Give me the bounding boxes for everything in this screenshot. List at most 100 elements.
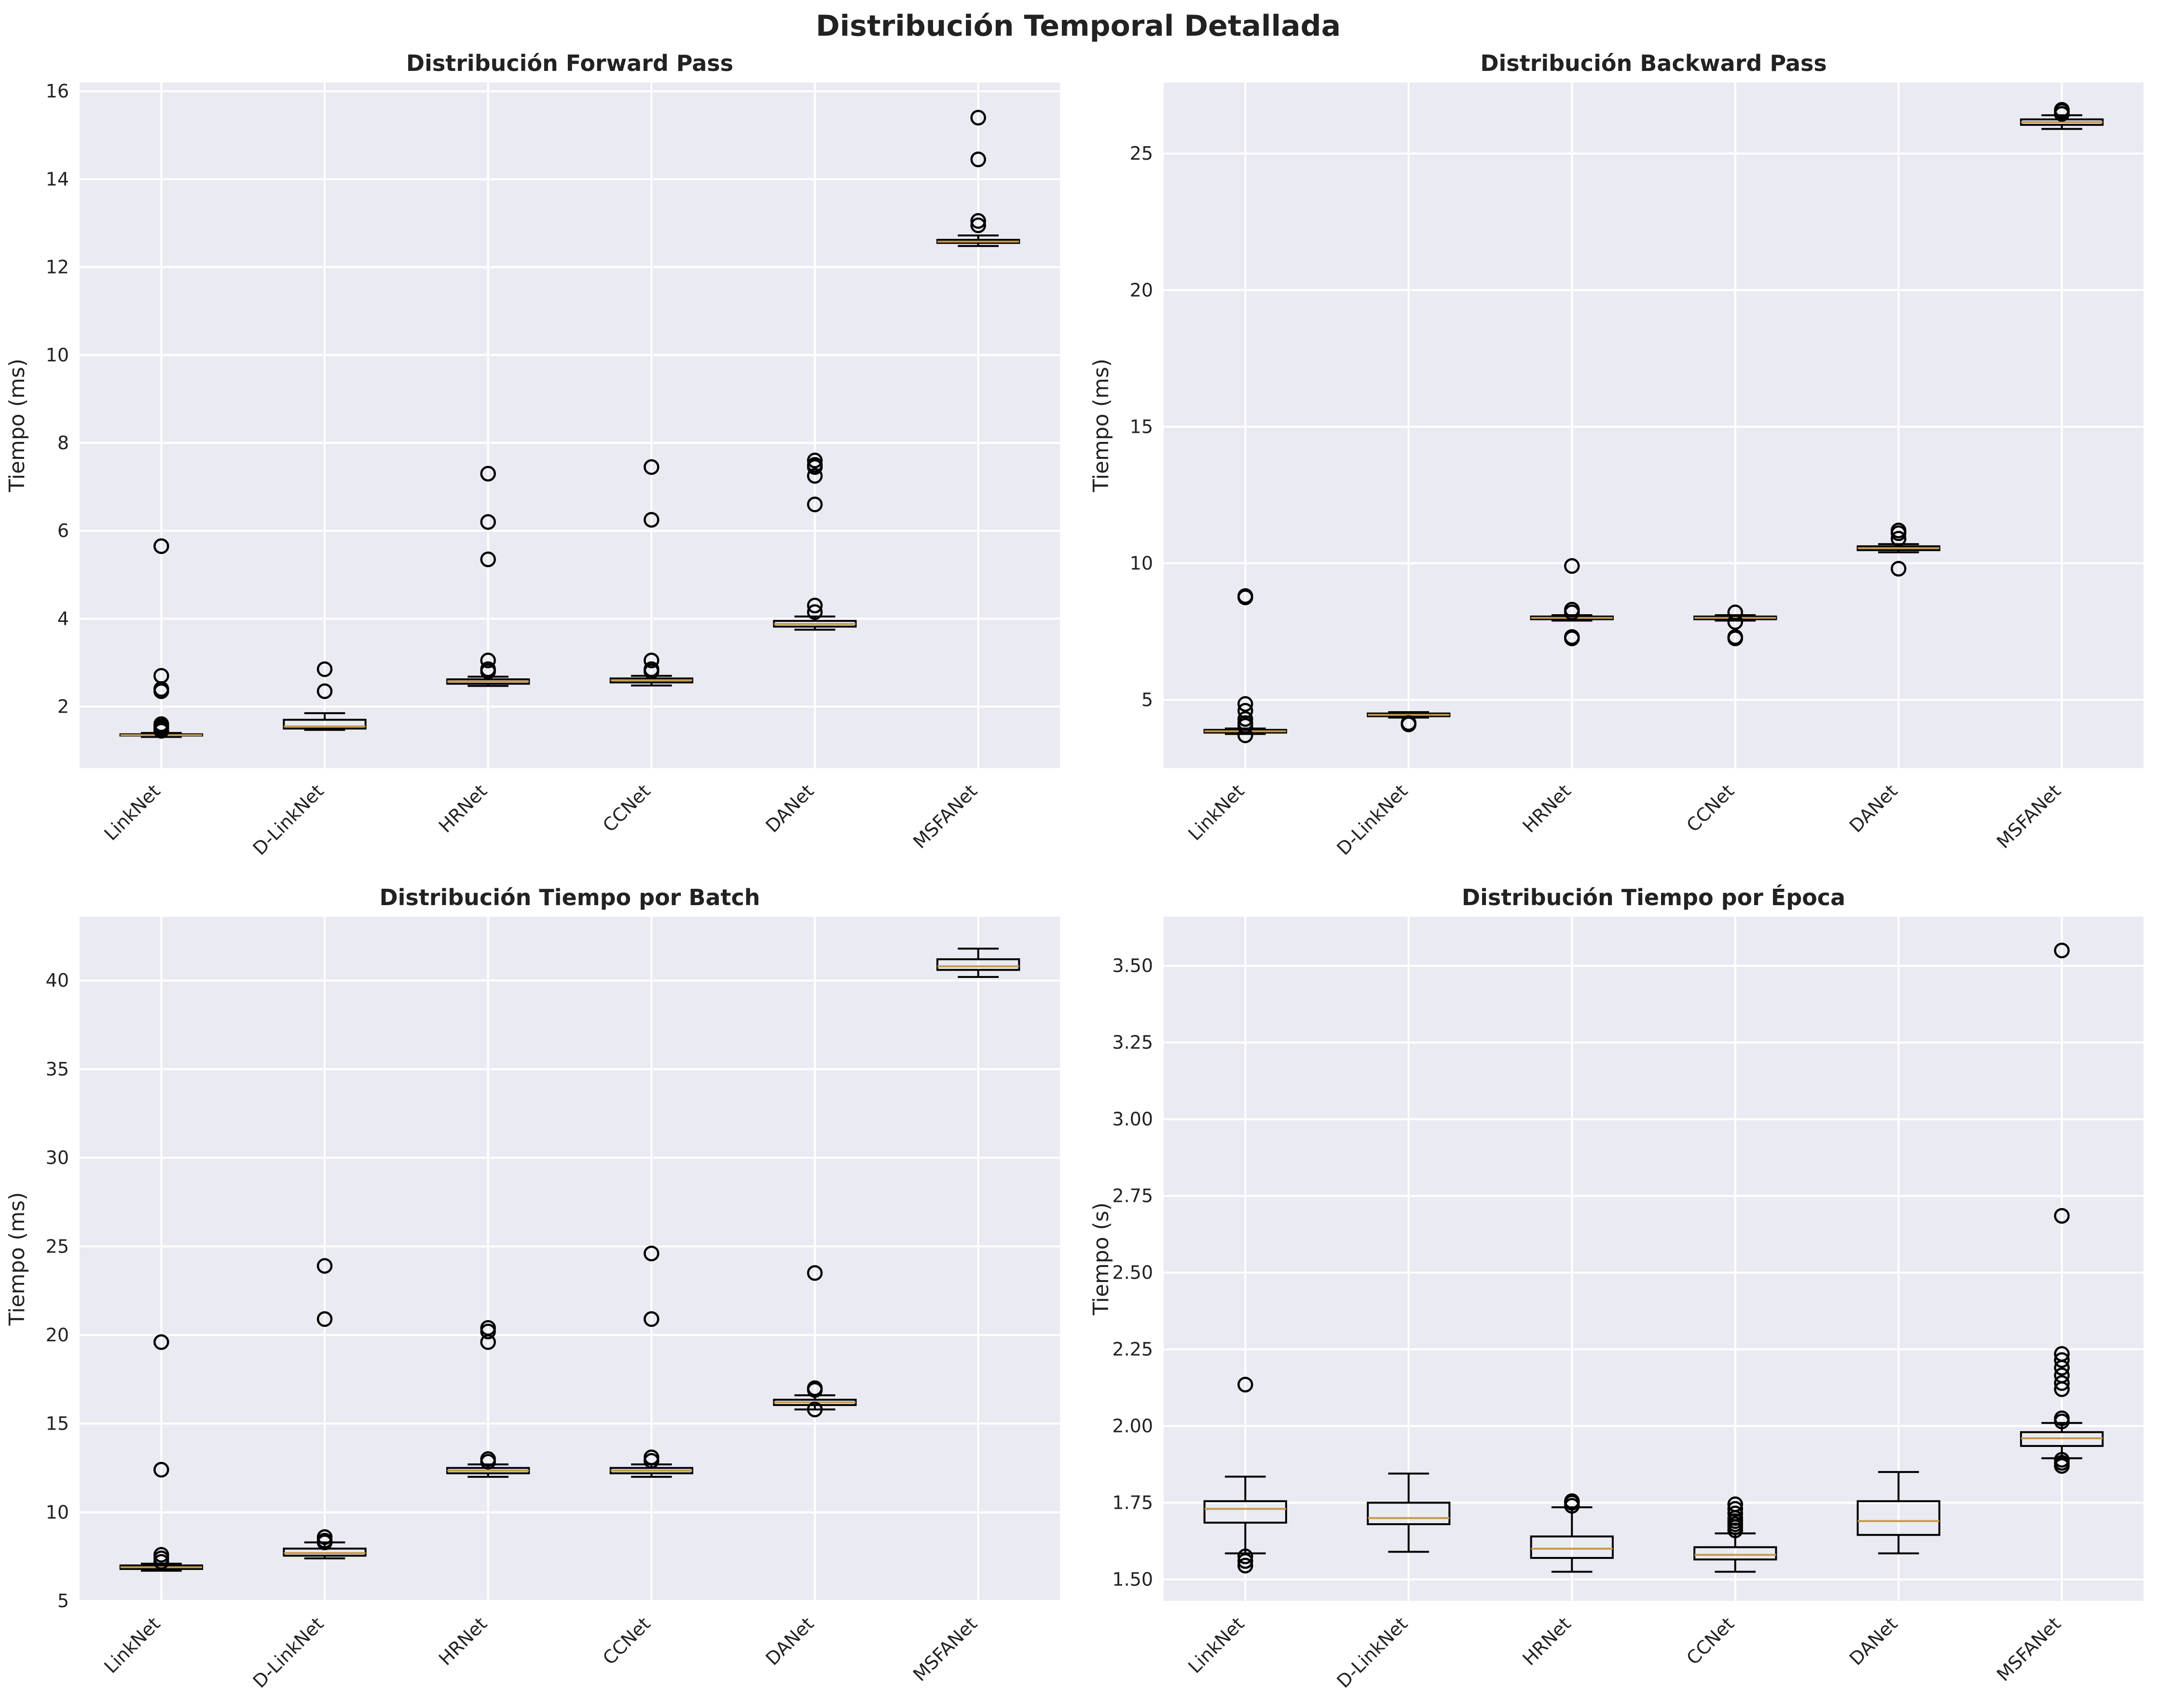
- outlier-point: [1237, 1377, 1253, 1392]
- box-HRNet: [1530, 1493, 1614, 1573]
- outlier-point: [1237, 1553, 1253, 1569]
- outlier-point: [1564, 605, 1580, 620]
- outlier-point: [316, 1311, 333, 1327]
- y-tick-label: 2.75: [1112, 1185, 1153, 1207]
- box-DANet: [1856, 1471, 1940, 1555]
- outlier-point: [807, 597, 823, 614]
- y-tick-label: 15: [46, 1413, 69, 1434]
- box-LinkNet: [119, 538, 203, 739]
- box-D-LinkNet: [1367, 1473, 1451, 1553]
- subplot-title: Distribución Tiempo por Época: [1462, 884, 1845, 910]
- outlier-point: [2054, 1360, 2070, 1376]
- box-HRNet: [446, 466, 530, 687]
- y-tick-label: 2.25: [1112, 1339, 1153, 1360]
- box-MSFANet: [2020, 942, 2104, 1474]
- box-MSFANet: [936, 948, 1020, 978]
- y-tick-label: 1.50: [1112, 1569, 1153, 1590]
- y-tick-label: 2.50: [1112, 1262, 1153, 1283]
- outlier-point: [970, 213, 986, 229]
- outlier-point: [153, 538, 169, 554]
- y-tick-label: 10: [46, 344, 69, 366]
- outlier-point: [1237, 589, 1253, 606]
- outlier-point: [153, 683, 169, 699]
- y-tick-label: 3.25: [1112, 1032, 1153, 1053]
- box-DANet: [1856, 523, 1940, 577]
- y-tick-label: 25: [1130, 143, 1153, 164]
- y-tick-label: 2: [57, 696, 69, 717]
- box-MSFANet: [936, 110, 1020, 247]
- box-LinkNet: [119, 1334, 203, 1572]
- outlier-point: [644, 663, 659, 679]
- iqr-box: [1693, 1546, 1777, 1561]
- y-tick-label: 5: [1141, 689, 1153, 710]
- outlier-point: [644, 512, 659, 528]
- iqr-box: [1530, 1535, 1614, 1559]
- outlier-point: [2054, 1413, 2070, 1430]
- box-DANet: [773, 1265, 857, 1418]
- box-D-LinkNet: [283, 1258, 367, 1559]
- box-LinkNet: [1203, 588, 1287, 744]
- outlier-point: [807, 468, 823, 484]
- outlier-point: [1727, 1501, 1743, 1517]
- outlier-point: [1891, 561, 1907, 577]
- y-tick-label: 5: [57, 1590, 69, 1612]
- outlier-point: [1237, 711, 1253, 727]
- subplot-title: Distribución Tiempo por Batch: [379, 884, 760, 910]
- plot-area: [1164, 83, 2143, 768]
- y-axis-label: Tiempo (ms): [1089, 358, 1113, 493]
- iqr-box: [1203, 1500, 1287, 1524]
- box-HRNet: [1530, 558, 1614, 647]
- y-tick-label: 3.50: [1112, 955, 1153, 977]
- outlier-point: [2054, 106, 2070, 122]
- outlier-point: [2054, 1208, 2070, 1224]
- subplot-title: Distribución Backward Pass: [1480, 50, 1827, 76]
- y-tick-label: 20: [46, 1324, 69, 1346]
- y-tick-label: 20: [1130, 279, 1153, 301]
- outlier-point: [1237, 1548, 1253, 1565]
- outlier-point: [2054, 1352, 2070, 1368]
- outlier-point: [480, 663, 496, 679]
- box-D-LinkNet: [283, 661, 367, 731]
- y-tick-label: 1.75: [1112, 1492, 1153, 1514]
- box-MSFANet: [2020, 102, 2104, 130]
- outlier-point: [316, 1534, 333, 1551]
- outlier-point: [807, 459, 823, 475]
- outlier-point: [644, 1453, 659, 1469]
- outlier-point: [1727, 1522, 1743, 1538]
- box-CCNet: [609, 459, 693, 687]
- y-axis-label: Tiempo (ms): [5, 1192, 29, 1326]
- y-tick-label: 16: [46, 81, 69, 102]
- outlier-point: [807, 496, 823, 512]
- box-CCNet: [1693, 605, 1777, 647]
- outlier-point: [2054, 1375, 2070, 1391]
- y-tick-label: 2.00: [1112, 1416, 1153, 1437]
- box-HRNet: [446, 1320, 530, 1478]
- iqr-box: [283, 718, 367, 730]
- outlier-point: [644, 1245, 659, 1262]
- box-CCNet: [609, 1245, 693, 1478]
- y-tick-label: 14: [46, 168, 69, 190]
- y-tick-label: 8: [57, 432, 69, 454]
- y-tick-label: 3.00: [1112, 1109, 1153, 1130]
- outlier-point: [316, 1258, 333, 1274]
- outlier-point: [316, 661, 333, 677]
- plot-area: [80, 917, 1060, 1601]
- iqr-box: [1856, 1500, 1940, 1536]
- outlier-point: [1237, 696, 1253, 712]
- iqr-box: [1367, 1501, 1451, 1526]
- outlier-point: [1237, 717, 1253, 734]
- outlier-point: [970, 110, 986, 126]
- figure-suptitle: Distribución Temporal Detallada: [816, 9, 1341, 43]
- outlier-point: [1891, 525, 1907, 541]
- y-tick-label: 30: [46, 1147, 69, 1169]
- outlier-point: [153, 1334, 169, 1350]
- y-tick-label: 10: [1130, 552, 1153, 574]
- outlier-point: [153, 723, 169, 739]
- outlier-point: [644, 1311, 659, 1327]
- outlier-point: [2054, 1458, 2070, 1474]
- outlier-point: [2054, 942, 2070, 959]
